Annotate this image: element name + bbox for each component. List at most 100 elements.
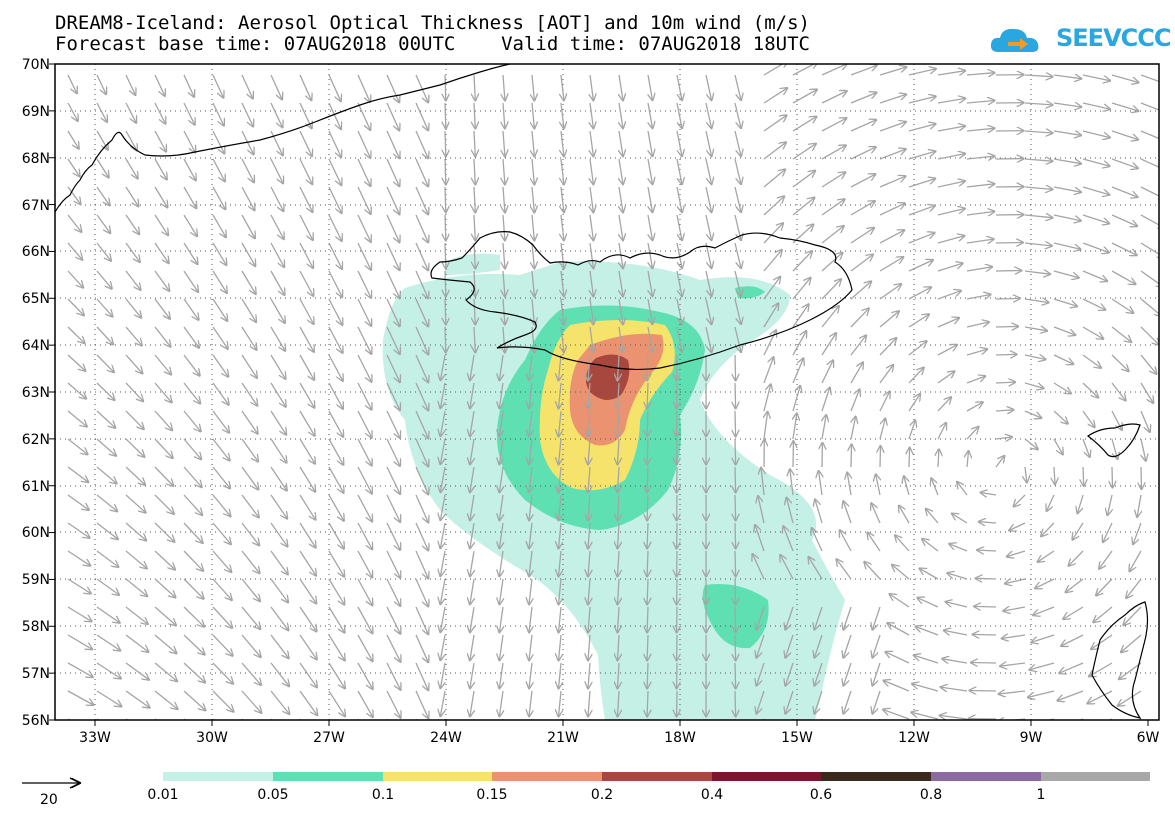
wind-arrow <box>763 277 780 300</box>
wind-arrow <box>763 64 788 76</box>
wind-arrow <box>764 412 768 440</box>
wind-arrow <box>648 158 653 184</box>
wind-arrow <box>780 555 794 580</box>
wind-arrow <box>619 214 623 240</box>
wind-arrow <box>386 606 400 634</box>
wind-arrow <box>357 354 372 382</box>
wind-arrow <box>619 102 623 128</box>
wind-arrow <box>850 201 875 216</box>
wind-arrow <box>753 554 765 580</box>
wind-arrow <box>386 494 400 522</box>
wind-arrow <box>241 186 255 210</box>
wind-arrow <box>241 270 256 294</box>
wind-arrow <box>125 298 141 318</box>
wind-arrow <box>890 594 910 608</box>
wind-arrow <box>1111 158 1138 168</box>
wind-arrow <box>821 226 844 244</box>
wind-arrow <box>67 606 92 621</box>
wind-arrow <box>357 298 371 326</box>
wind-arrow <box>299 298 314 324</box>
wind-arrow <box>883 710 910 720</box>
wind-arrow <box>763 169 785 188</box>
wind-arrow <box>154 102 165 124</box>
wind-arrow <box>559 410 562 436</box>
wind-arrow <box>183 214 197 236</box>
wind-arrow <box>619 242 623 268</box>
wind-arrow <box>96 522 118 539</box>
wind-arrow <box>67 130 79 149</box>
colorbar-label: 0.8 <box>920 787 942 803</box>
wind-arrow <box>183 550 203 571</box>
wind-arrow <box>879 176 905 188</box>
wind-arrow <box>1069 550 1084 566</box>
wind-arrow <box>995 243 1023 244</box>
wind-arrow <box>96 438 116 456</box>
lat-label: 62N <box>22 432 50 448</box>
wind-arrow <box>386 102 399 130</box>
wind-arrow <box>154 214 168 235</box>
wind-arrow <box>559 578 562 604</box>
wind-arrow <box>474 158 475 184</box>
wind-arrow <box>559 438 562 464</box>
wind-arrow <box>1072 522 1084 540</box>
wind-arrow <box>814 634 823 658</box>
wind-arrow <box>561 326 564 352</box>
wind-arrow <box>270 326 285 351</box>
wind-arrow <box>241 214 255 238</box>
wind-arrow <box>415 298 428 326</box>
wind-arrow <box>386 158 399 186</box>
wind-arrow <box>474 270 475 296</box>
wind-arrow <box>879 149 906 160</box>
wind-arrow <box>966 239 994 243</box>
wind-arrow <box>415 186 428 214</box>
colorbar-label: 0.01 <box>147 787 178 803</box>
wind-arrow <box>386 718 389 720</box>
wind-arrow <box>299 326 314 352</box>
wind-arrow <box>415 354 428 382</box>
wind-arrow <box>67 410 87 427</box>
wind-arrow <box>154 158 167 180</box>
wind-arrow <box>529 522 532 548</box>
wind-arrow <box>270 158 283 183</box>
wind-arrow <box>676 158 682 184</box>
wind-arrow <box>96 578 119 595</box>
wind-arrow <box>647 382 648 408</box>
wind-arrow <box>1140 186 1159 199</box>
wind-arrow <box>125 466 145 485</box>
wind-arrow <box>241 74 253 99</box>
wind-arrow <box>1111 214 1137 226</box>
wind-arrow <box>647 690 648 716</box>
wind-arrow <box>792 171 815 188</box>
wind-arrow <box>1053 354 1073 364</box>
wind-arrow <box>908 420 915 440</box>
wind-arrow <box>761 468 764 496</box>
wind-arrow <box>734 298 741 324</box>
wind-arrow <box>183 522 203 543</box>
wind-arrow <box>415 270 428 298</box>
wind-arrow <box>1112 466 1113 488</box>
wind-arrow <box>270 270 285 295</box>
wind-arrow <box>503 326 505 352</box>
wind-arrow <box>922 539 939 552</box>
wind-arrow <box>976 578 997 579</box>
wind-arrow <box>590 130 593 156</box>
wind-arrow <box>212 690 234 712</box>
wind-arrow <box>499 522 503 548</box>
wind-arrow <box>183 158 196 180</box>
wind-arrow <box>415 242 428 270</box>
wind-arrow <box>899 506 910 524</box>
wind-arrow <box>1111 270 1136 284</box>
wind-arrow <box>357 130 370 158</box>
wind-arrow <box>792 90 817 104</box>
wind-arrow <box>1140 74 1159 83</box>
wind-arrow <box>942 659 968 663</box>
wind-arrow <box>386 74 399 102</box>
wind-arrow <box>981 493 997 496</box>
wind-arrow <box>821 306 839 328</box>
wind-arrow <box>792 251 812 272</box>
wind-arrow <box>183 382 200 404</box>
wind-arrow <box>125 382 143 401</box>
aot-contours <box>382 253 845 720</box>
wind-arrow <box>1030 662 1055 670</box>
wind-arrow <box>499 690 503 716</box>
